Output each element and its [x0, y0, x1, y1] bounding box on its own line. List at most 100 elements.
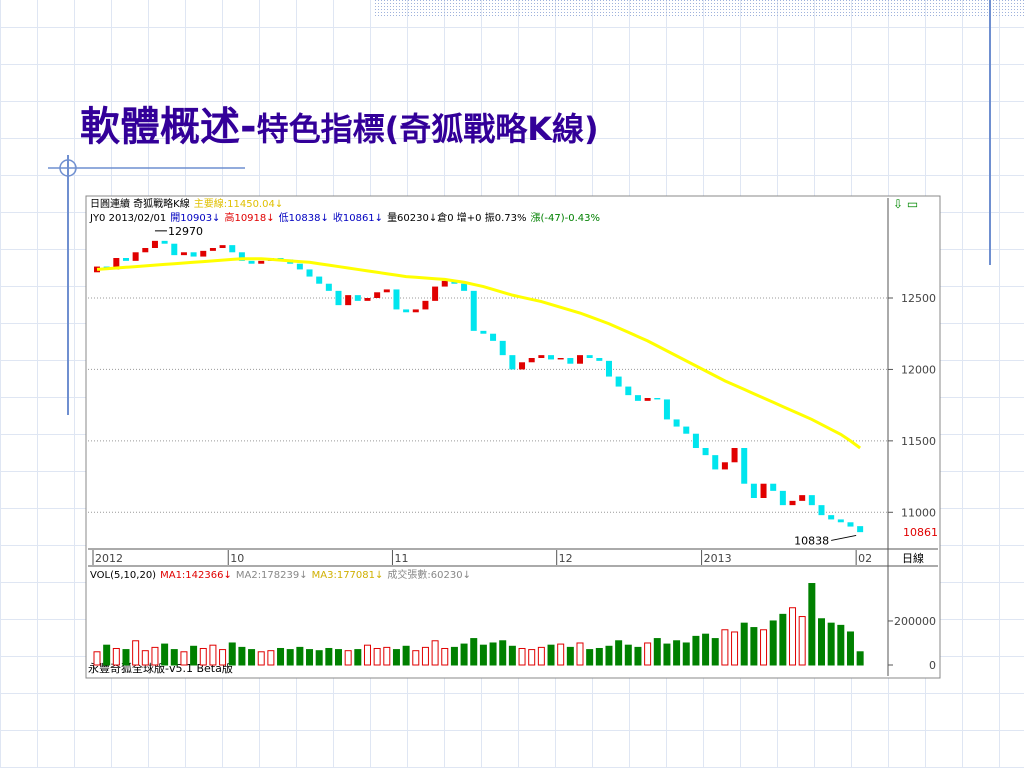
candle [557, 358, 564, 360]
candle [808, 495, 815, 506]
ma-line [96, 257, 862, 450]
candle [383, 289, 390, 293]
volume-bar [557, 643, 565, 666]
title-main: 軟體概述- [80, 104, 257, 150]
y-tick-label: 0 [929, 659, 936, 672]
candle [741, 448, 748, 484]
volume-bar [267, 650, 275, 666]
header-segment: JY0 2013/02/01 [89, 213, 166, 224]
volume-bar [373, 647, 381, 666]
y-tick-label: 200000 [894, 615, 936, 628]
header-segment: MA2:178239↓ [236, 570, 308, 581]
volume-bar [789, 607, 797, 666]
volume-bar [566, 646, 574, 666]
header-segment: 量60230↓倉0 增+0 振0.73% [387, 211, 526, 224]
header-segment: MA3:177081↓ [312, 570, 384, 581]
volume-bar [248, 649, 256, 666]
volume-bar [228, 642, 236, 666]
candle [171, 243, 178, 256]
volume-bar [673, 640, 681, 666]
volume-bar [663, 643, 671, 666]
volume-bar [653, 638, 661, 666]
candle [180, 252, 187, 256]
volume-bar [470, 638, 478, 666]
volume-bar [277, 647, 285, 666]
window-icon[interactable]: ⇩ ▭ [893, 197, 918, 211]
volume-bar [537, 646, 545, 666]
deco-circle [59, 159, 77, 177]
volume-bar [499, 640, 507, 666]
header-segment: 主要線:11450.04↓ [194, 197, 283, 210]
candle [548, 355, 555, 360]
candle [142, 248, 149, 253]
candle [577, 355, 583, 364]
volume-bar [846, 631, 854, 666]
candle [354, 295, 361, 301]
x-tick-label: 2012 [95, 552, 123, 565]
volume-bar [528, 649, 536, 666]
candle [122, 258, 129, 261]
volume-bar [296, 646, 304, 666]
x-tick-label: 12 [559, 552, 573, 565]
candle [461, 283, 468, 291]
candle [779, 490, 786, 506]
x-tick-label: 02 [858, 552, 872, 565]
candle [615, 376, 622, 387]
annotation-leader [831, 534, 857, 541]
volume-bar [190, 645, 198, 666]
volume-bar [344, 650, 352, 666]
volume-bar [586, 649, 594, 666]
last-price-label: 10861 [903, 526, 938, 539]
candle [412, 309, 419, 313]
candle [441, 280, 448, 287]
high-label: 12970 [168, 225, 203, 238]
volume-bar [818, 618, 825, 666]
candle [654, 398, 661, 400]
candle [316, 276, 323, 284]
candle [721, 462, 728, 470]
candle [634, 395, 641, 401]
volume-bar [112, 647, 120, 666]
header-segment: 收10861↓ [333, 211, 383, 224]
low-label: 10838 [794, 534, 829, 547]
candle [567, 358, 574, 364]
y-tick-label: 12000 [901, 363, 936, 376]
header-segment: 開10903↓ [170, 212, 220, 224]
candle [422, 300, 429, 310]
volume-bar [383, 646, 391, 666]
candle [296, 263, 303, 270]
volume-bar [170, 649, 178, 666]
volume-bar [219, 649, 227, 666]
volume-bar [132, 640, 140, 666]
candle [374, 292, 381, 298]
y-tick-label: 11000 [901, 506, 936, 519]
period-label[interactable]: 日線 [902, 551, 924, 565]
candle [335, 290, 342, 306]
volume-bar [808, 583, 816, 666]
volume-bar [199, 647, 207, 666]
candle [828, 515, 835, 520]
candle [857, 526, 864, 533]
volume-bar [238, 646, 246, 666]
volume-bar [750, 627, 758, 666]
candle [760, 483, 767, 498]
volume-bar [209, 644, 217, 666]
candle [325, 283, 332, 291]
volume-bar [769, 620, 777, 666]
x-tick-label: 11 [394, 552, 408, 565]
volume-bar [547, 644, 555, 666]
volume-bar [779, 613, 787, 666]
volume-bar [856, 651, 864, 666]
candle [586, 355, 593, 358]
candle [750, 483, 757, 498]
header-segment: 成交張數:60230↓ [387, 568, 471, 581]
volume-bar [306, 649, 314, 666]
candle [113, 258, 120, 270]
volume-bar [412, 650, 420, 666]
candle [480, 330, 487, 334]
candle [219, 245, 226, 248]
volume-bar [402, 645, 410, 666]
y-tick-label: 12500 [901, 292, 936, 305]
candle [490, 333, 497, 341]
